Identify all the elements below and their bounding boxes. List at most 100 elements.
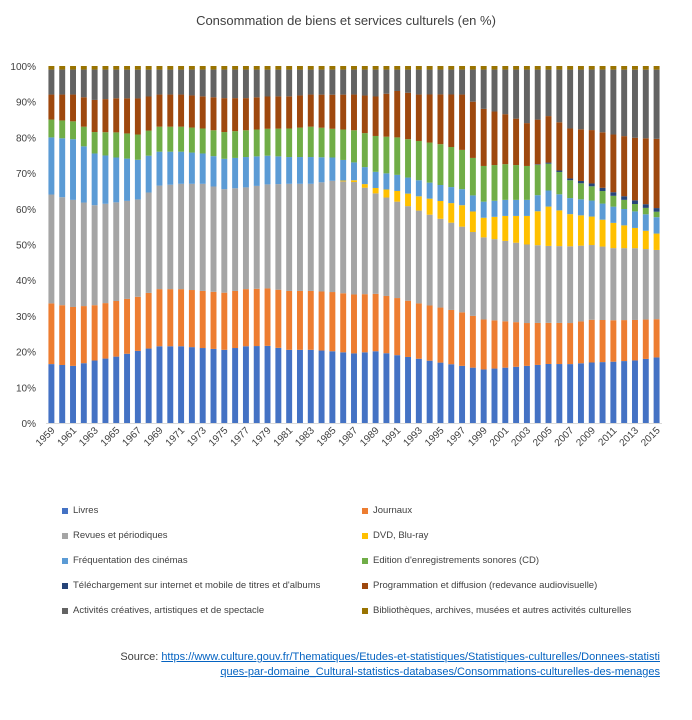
bar-segment: [469, 66, 476, 70]
bar-segment: [642, 66, 649, 70]
bar-segment: [577, 215, 584, 246]
bar-segment: [621, 136, 628, 197]
bar-segment: [426, 69, 433, 95]
bar-segment: [59, 69, 66, 95]
bar-segment: [588, 362, 595, 423]
y-tick-label: 60%: [16, 205, 36, 216]
bar-segment: [48, 137, 55, 195]
y-tick-label: 40%: [16, 276, 36, 287]
bar-segment: [405, 177, 411, 194]
bar-segment: [545, 245, 552, 323]
bar-segment: [480, 69, 487, 109]
bar-2011: [610, 66, 617, 423]
legend-label: Livres: [73, 505, 99, 516]
stacked-bar-chart: 0%10%20%30%40%50%60%70%80%90%100% 195919…: [10, 62, 663, 449]
bar-segment: [242, 157, 249, 188]
bar-segment: [437, 94, 444, 145]
bar-segment: [361, 167, 368, 185]
bar-segment: [351, 94, 357, 131]
bar-segment: [232, 348, 239, 423]
source-link[interactable]: https://www.culture.gouv.fr/Thematiques/…: [161, 651, 660, 678]
bar-segment: [372, 171, 379, 188]
bar-segment: [188, 66, 195, 70]
x-tick-label: 1995: [423, 425, 447, 449]
bar-1990: [383, 66, 390, 423]
bar-segment: [502, 367, 509, 424]
bar-segment: [329, 94, 336, 129]
bar-segment: [361, 69, 368, 96]
bar-segment: [296, 127, 303, 158]
bar-segment: [329, 292, 336, 352]
bar-segment: [113, 66, 120, 70]
bar-1985: [329, 66, 336, 423]
bar-segment: [502, 215, 509, 241]
bar-segment: [415, 94, 422, 141]
bar-segment: [210, 186, 217, 292]
bar-segment: [70, 69, 76, 95]
bar-segment: [145, 192, 152, 293]
bar-segment: [513, 322, 520, 367]
bar-segment: [188, 69, 195, 96]
bar-segment: [318, 94, 325, 128]
bar-2012: [621, 66, 628, 423]
bar-segment: [232, 131, 239, 158]
bar-segment: [415, 180, 422, 197]
bar-segment: [491, 200, 498, 217]
bar-segment: [199, 96, 206, 129]
bar-segment: [178, 183, 185, 290]
bar-1989: [372, 66, 379, 423]
bar-segment: [545, 163, 552, 191]
bar-segment: [642, 230, 649, 250]
bar-segment: [91, 132, 98, 154]
bar-segment: [178, 66, 185, 70]
y-tick-label: 100%: [10, 62, 36, 73]
legend-item: Revues et périodiques: [62, 530, 168, 541]
bar-segment: [405, 92, 411, 140]
bar-2014: [642, 66, 649, 423]
bar-segment: [556, 66, 563, 70]
bar-segment: [545, 363, 552, 423]
bar-segment: [70, 306, 76, 366]
bar-segment: [232, 66, 239, 70]
bar-segment: [102, 132, 109, 156]
bar-segment: [167, 66, 174, 70]
bar-segment: [242, 289, 249, 347]
bar-segment: [448, 147, 455, 188]
legend-swatch: [62, 507, 68, 514]
bar-segment: [340, 159, 347, 181]
bar-segment: [415, 66, 422, 70]
legend-item: DVD, Blu-ray: [362, 530, 428, 541]
bar-segment: [642, 319, 649, 359]
bar-segment: [124, 133, 131, 159]
bar-segment: [102, 99, 109, 133]
bar-segment: [286, 290, 293, 350]
bar-1982: [296, 66, 303, 423]
bar-segment: [577, 199, 584, 216]
bar-segment: [372, 351, 379, 423]
bar-segment: [296, 349, 303, 423]
bar-segment: [264, 184, 271, 289]
bar-segment: [621, 248, 628, 321]
bar-segment: [523, 69, 530, 124]
bar-segment: [372, 187, 379, 194]
bar-segment: [307, 183, 314, 291]
legend-label: Edition d'enregistrements sonores (CD): [373, 555, 540, 566]
bar-segment: [621, 69, 628, 137]
bar-segment: [383, 173, 390, 190]
bar-segment: [124, 200, 131, 299]
bar-segment: [275, 96, 282, 129]
bar-segment: [351, 69, 357, 95]
bar-segment: [48, 303, 55, 365]
bar-segment: [426, 142, 433, 183]
bar-segment: [80, 202, 87, 307]
bar-segment: [621, 208, 628, 226]
bar-segment: [653, 217, 660, 234]
bar-segment: [588, 66, 595, 70]
bar-segment: [307, 94, 314, 127]
bar-segment: [361, 184, 368, 188]
bar-segment: [275, 69, 282, 97]
bar-segment: [286, 183, 293, 291]
bar-segment: [448, 94, 455, 148]
bar-segment: [448, 203, 455, 223]
bar-segment: [534, 364, 541, 423]
